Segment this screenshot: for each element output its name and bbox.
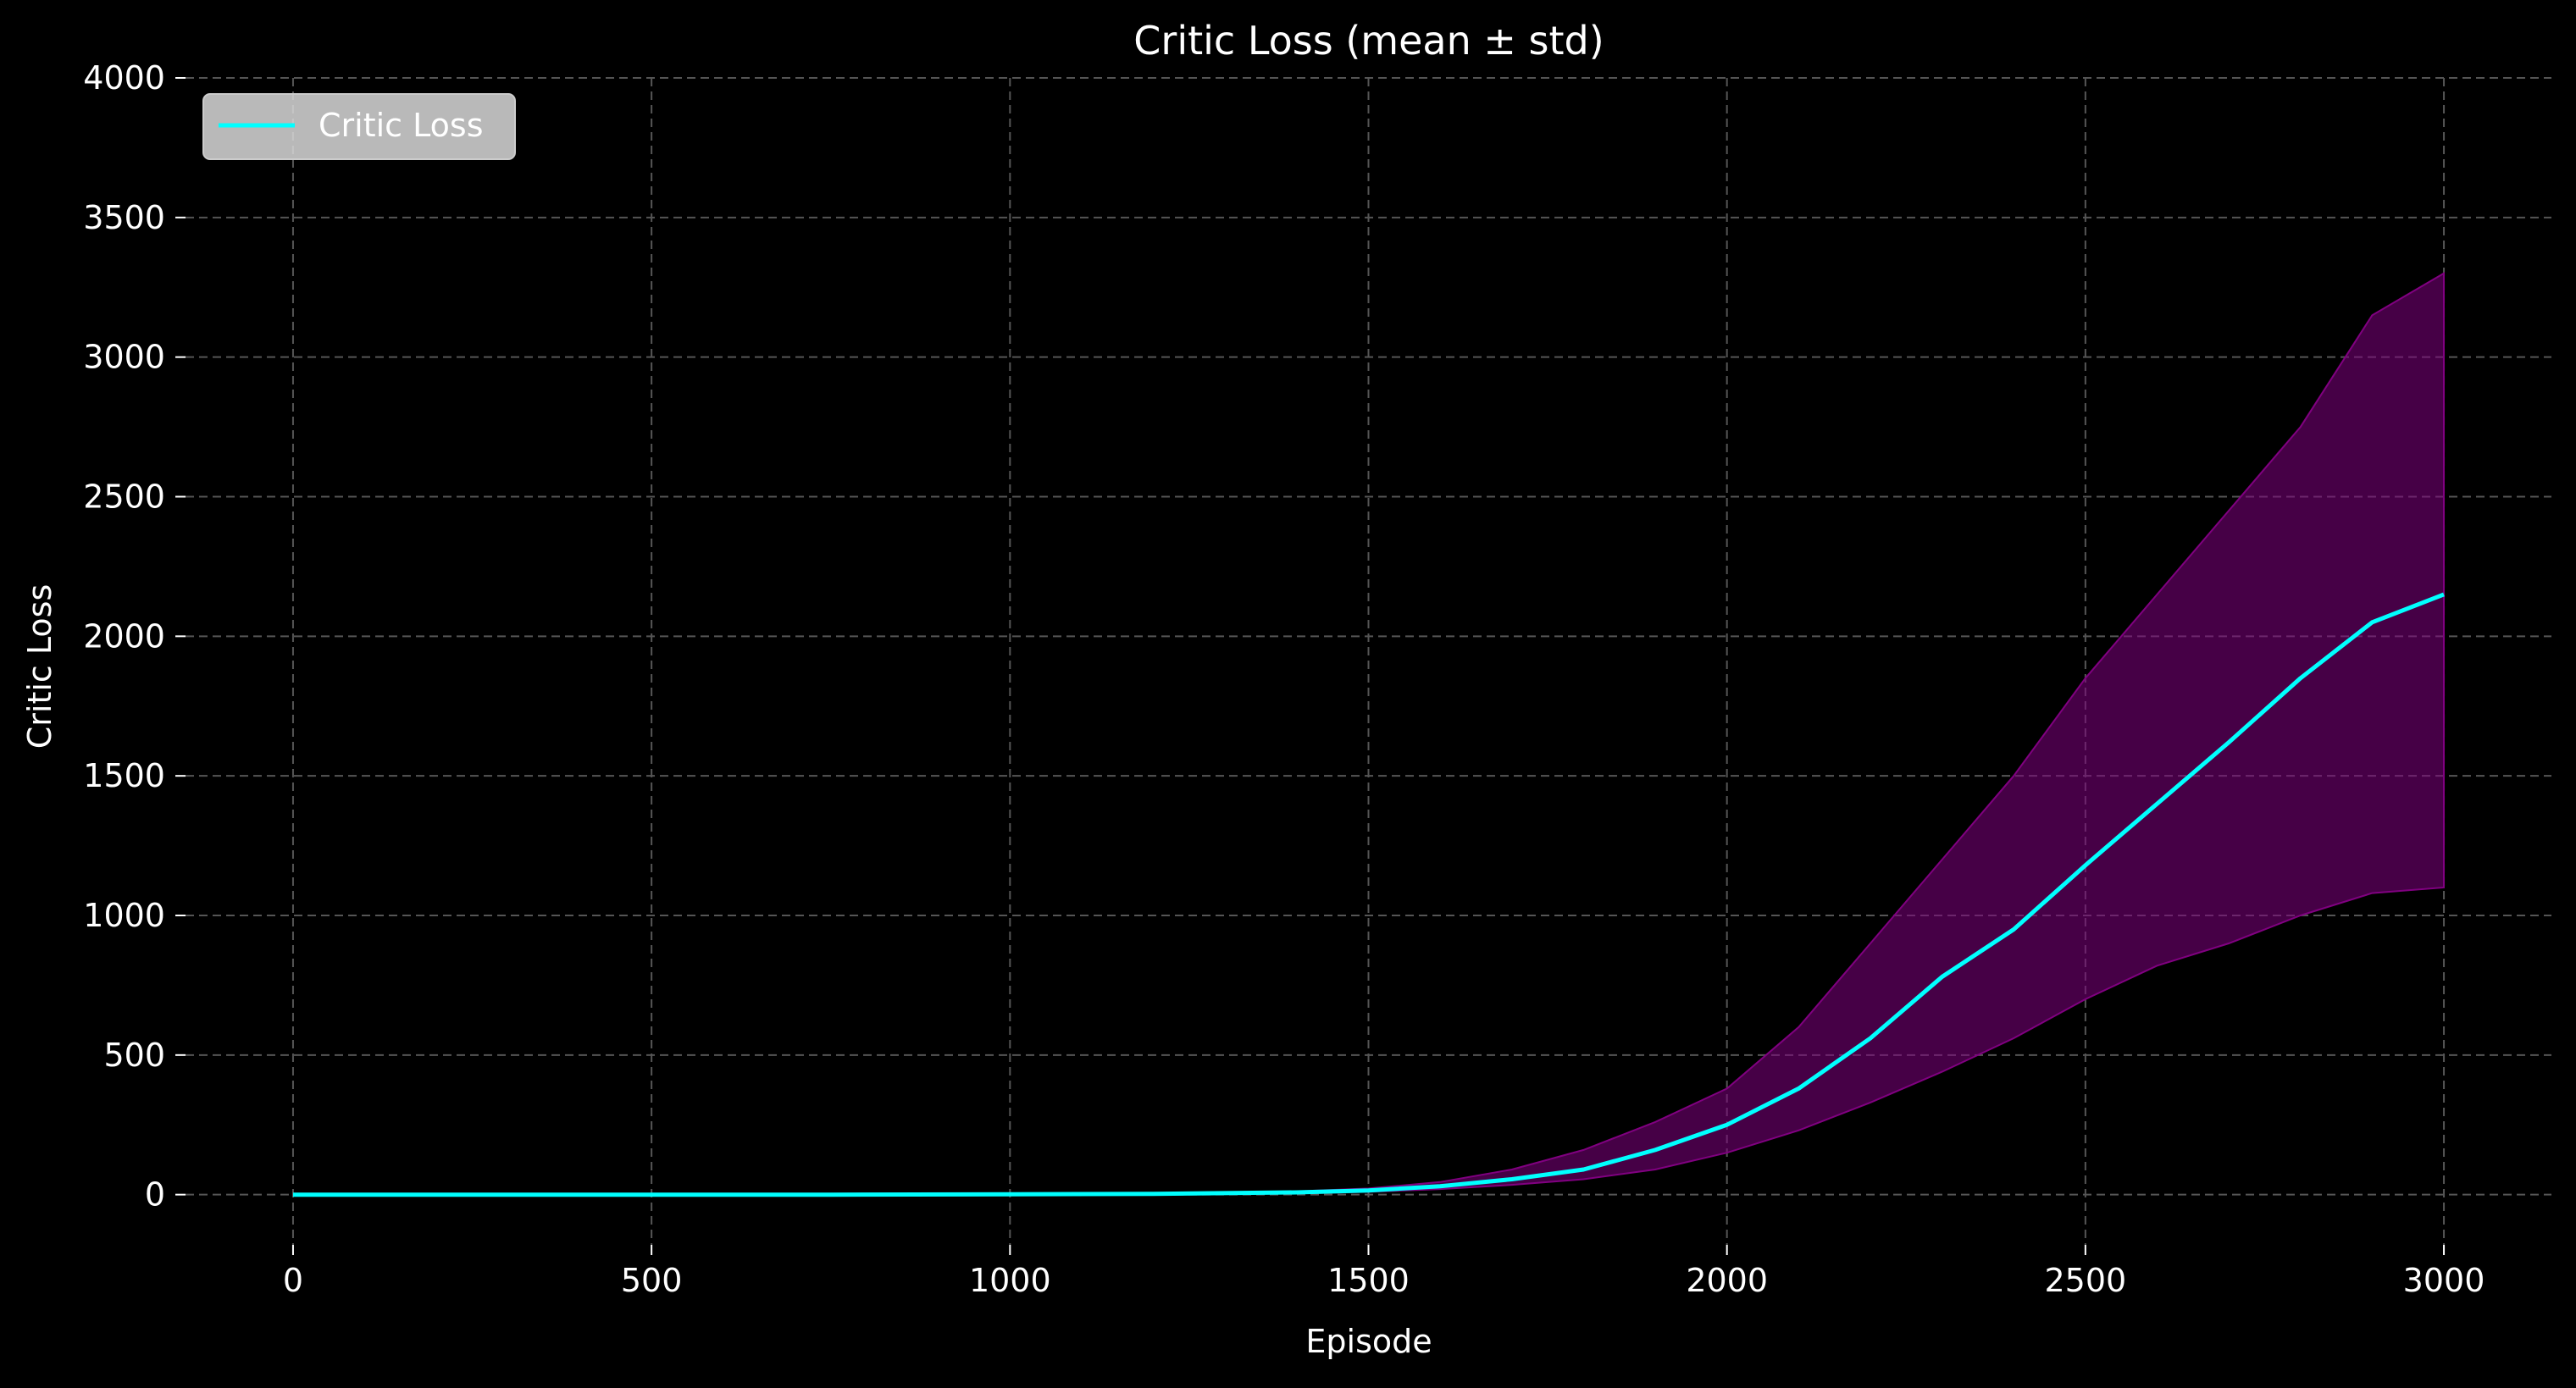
x-tick-label-5: 2500	[2045, 1262, 2127, 1299]
legend-label: Critic Loss	[319, 107, 484, 144]
mean-line	[293, 592, 2445, 1197]
y-tick-label-7: 3500	[83, 199, 165, 236]
line-layer	[293, 592, 2445, 1197]
x-tick-label-4: 2000	[1686, 1262, 1768, 1299]
y-axis-label: Critic Loss	[21, 584, 58, 749]
x-tick-label-6: 3000	[2403, 1262, 2485, 1299]
x-tick-label-0: 0	[283, 1262, 303, 1299]
legend-box	[202, 93, 516, 160]
chart-title: Critic Loss (mean ± std)	[1133, 18, 1604, 64]
tick-layer: 0 500 1000 1500 2000 2500 3000 0 500 1000 1500 2000…	[83, 59, 2485, 1299]
y-tick-label-1: 500	[103, 1037, 165, 1074]
x-tick-label-3: 1500	[1327, 1262, 1410, 1299]
y-tick-label-6: 3000	[83, 339, 165, 376]
y-tick-label-5: 2500	[83, 478, 165, 515]
y-tick-label-0: 0	[145, 1176, 165, 1214]
legend: Critic Loss	[202, 93, 516, 160]
x-tick-label-2: 1000	[969, 1262, 1051, 1299]
y-tick-label-8: 4000	[83, 59, 165, 97]
y-tick-label-3: 1500	[83, 757, 165, 794]
x-tick-label-1: 500	[621, 1262, 683, 1299]
x-axis-label: Episode	[1305, 1323, 1432, 1360]
y-tick-label-2: 1000	[83, 897, 165, 934]
y-tick-label-4: 2000	[83, 617, 165, 655]
